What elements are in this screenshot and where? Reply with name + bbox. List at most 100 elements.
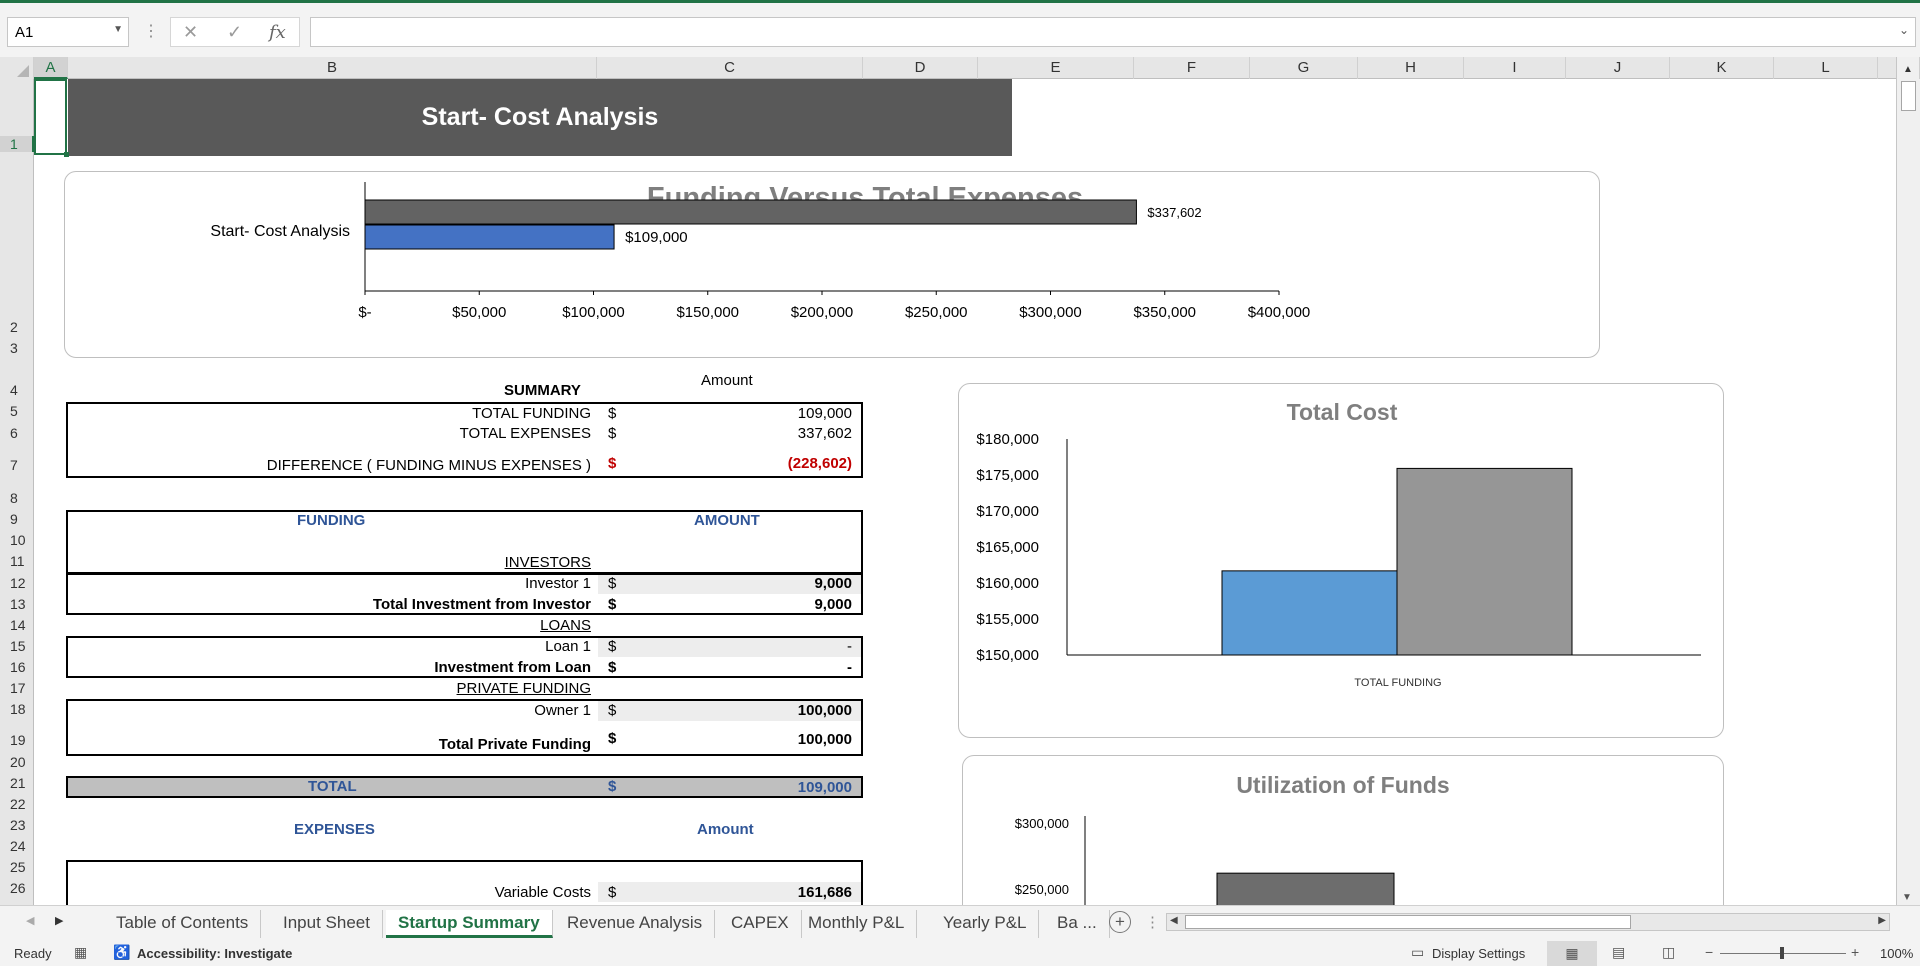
row-header[interactable]: 14 bbox=[10, 617, 26, 633]
funding-vs-expenses-chart[interactable]: Funding Versus Total Expenses Start- Cos… bbox=[64, 171, 1600, 358]
row-header[interactable]: 18 bbox=[10, 701, 26, 717]
column-header-b[interactable]: B bbox=[68, 57, 597, 79]
zoom-slider-thumb[interactable] bbox=[1780, 947, 1784, 959]
more-options-icon[interactable]: ⋮ bbox=[143, 23, 159, 40]
row-header[interactable]: 11 bbox=[10, 553, 25, 569]
column-header-i[interactable]: I bbox=[1464, 57, 1566, 79]
more-tabs-icon[interactable]: ⋮ bbox=[1145, 914, 1160, 931]
row-header[interactable]: 7 bbox=[10, 457, 18, 473]
select-all-corner[interactable] bbox=[0, 57, 34, 79]
column-header-h[interactable]: H bbox=[1358, 57, 1464, 79]
row-header[interactable]: 2 bbox=[10, 319, 18, 335]
worksheet-grid[interactable]: Start- Cost Analysis Funding Versus Tota… bbox=[34, 79, 1896, 905]
x-tick-label: $350,000 bbox=[1133, 304, 1196, 321]
row-header[interactable]: 26 bbox=[10, 880, 26, 896]
funding-heading: FUNDING bbox=[297, 512, 366, 529]
zoom-out-icon[interactable]: − bbox=[1705, 944, 1714, 960]
column-header-a[interactable]: A bbox=[34, 57, 68, 79]
row-header[interactable]: 10 bbox=[10, 532, 26, 548]
horizontal-scroll-thumb[interactable] bbox=[1185, 915, 1631, 929]
add-sheet-icon[interactable]: + bbox=[1109, 911, 1131, 933]
bar bbox=[1396, 467, 1573, 656]
zoom-in-icon[interactable]: + bbox=[1851, 944, 1860, 960]
currency-symbol: $ bbox=[608, 659, 617, 676]
variable-costs-value[interactable]: 161,686 bbox=[797, 884, 852, 901]
tab-input-sheet[interactable]: Input Sheet bbox=[271, 910, 383, 938]
accessibility-status[interactable]: Accessibility: Investigate bbox=[137, 946, 293, 961]
row-header[interactable]: 1 bbox=[0, 136, 34, 152]
horizontal-scrollbar[interactable]: ◀ ▶ bbox=[1166, 913, 1890, 931]
name-box[interactable]: A1 ▼ bbox=[7, 17, 129, 47]
total-cost-chart[interactable]: Total Cost $150,000 $155,000 $160,000 $165,… bbox=[958, 383, 1724, 738]
row-header[interactable]: 3 bbox=[10, 340, 18, 356]
tab-startup-summary[interactable]: Startup Summary bbox=[386, 910, 553, 938]
page-break-view-icon[interactable]: ◫ bbox=[1662, 944, 1676, 960]
tab-monthly-pl[interactable]: Monthly P&L bbox=[796, 910, 918, 938]
expand-formula-icon[interactable]: ⌄ bbox=[1898, 23, 1909, 37]
row-header[interactable]: 9 bbox=[10, 511, 18, 527]
scroll-tabs-left-icon[interactable]: ◀ bbox=[26, 915, 35, 927]
formula-input[interactable]: ⌄ bbox=[310, 17, 1916, 47]
scroll-tabs-right-icon[interactable]: ▶ bbox=[55, 915, 64, 927]
column-header-k[interactable]: K bbox=[1670, 57, 1774, 79]
column-header-g[interactable]: G bbox=[1250, 57, 1358, 79]
owner1-value[interactable]: 100,000 bbox=[797, 702, 852, 719]
tab-ba[interactable]: Ba ... bbox=[1045, 910, 1110, 938]
scroll-left-button[interactable]: ◀ bbox=[1170, 915, 1178, 926]
total-cost-plot: Total Cost $150,000 $155,000 $160,000 $165,… bbox=[976, 399, 1701, 689]
column-header-c[interactable]: C bbox=[597, 57, 863, 79]
total-private-label: Total Private Funding bbox=[438, 736, 591, 753]
display-settings-button[interactable]: Display Settings bbox=[1432, 946, 1526, 961]
zoom-level[interactable]: 100% bbox=[1880, 946, 1914, 961]
row-header[interactable]: 24 bbox=[10, 838, 26, 854]
row-header[interactable]: 22 bbox=[10, 796, 26, 812]
accessibility-icon[interactable]: ♿ bbox=[113, 944, 131, 960]
scroll-right-button[interactable]: ▶ bbox=[1878, 915, 1886, 926]
enter-check-icon[interactable]: ✓ bbox=[227, 22, 243, 42]
column-header-d[interactable]: D bbox=[863, 57, 978, 79]
scroll-down-button[interactable]: ▼ bbox=[1902, 892, 1912, 903]
private-funding-box bbox=[66, 699, 863, 756]
tab-table-of-contents[interactable]: Table of Contents bbox=[104, 910, 262, 938]
currency-symbol: $ bbox=[608, 884, 617, 901]
investor1-value[interactable]: 9,000 bbox=[814, 575, 852, 592]
row-header[interactable]: 5 bbox=[10, 403, 18, 419]
row-header[interactable]: 17 bbox=[10, 680, 26, 696]
display-settings-icon[interactable]: ▭ bbox=[1411, 944, 1425, 960]
column-header-e[interactable]: E bbox=[978, 57, 1134, 79]
column-header-l[interactable]: L bbox=[1774, 57, 1878, 79]
vertical-scroll-thumb[interactable] bbox=[1901, 81, 1916, 111]
row-header[interactable]: 8 bbox=[10, 490, 18, 506]
row-header[interactable]: 6 bbox=[10, 425, 18, 441]
utilization-of-funds-chart[interactable]: Utilization of Funds $250,000 $300,000 bbox=[962, 755, 1724, 905]
row-header[interactable]: 20 bbox=[10, 754, 26, 770]
chevron-down-icon[interactable]: ▼ bbox=[113, 24, 123, 35]
scroll-up-button[interactable]: ▲ bbox=[1896, 57, 1920, 79]
row-header[interactable]: 15 bbox=[10, 638, 26, 654]
macro-record-icon[interactable]: ▦ bbox=[74, 944, 88, 960]
currency-symbol: $ bbox=[608, 575, 617, 592]
row-header[interactable]: 21 bbox=[10, 775, 26, 791]
x-tick-label: $300,000 bbox=[1019, 304, 1082, 321]
summary-heading: SUMMARY bbox=[504, 382, 581, 399]
row-header[interactable]: 16 bbox=[10, 659, 26, 675]
loan1-value[interactable]: - bbox=[847, 638, 852, 655]
vertical-scrollbar[interactable]: ▼ bbox=[1896, 79, 1920, 905]
normal-view-icon[interactable]: ▦ bbox=[1547, 941, 1597, 966]
row-header[interactable]: 13 bbox=[10, 596, 26, 612]
active-cell-a1[interactable] bbox=[34, 79, 69, 157]
row-header[interactable]: 12 bbox=[10, 575, 26, 591]
column-header-j[interactable]: J bbox=[1566, 57, 1670, 79]
zoom-slider[interactable] bbox=[1720, 947, 1846, 959]
insert-function-icon[interactable]: fx bbox=[269, 22, 286, 43]
column-header-f[interactable]: F bbox=[1134, 57, 1250, 79]
tab-capex[interactable]: CAPEX bbox=[719, 910, 802, 938]
tab-revenue-analysis[interactable]: Revenue Analysis bbox=[555, 910, 716, 938]
page-layout-view-icon[interactable]: ▤ bbox=[1612, 944, 1626, 960]
tab-yearly-pl[interactable]: Yearly P&L bbox=[931, 910, 1040, 938]
row-header[interactable]: 23 bbox=[10, 817, 26, 833]
row-header[interactable]: 4 bbox=[10, 382, 18, 398]
cancel-icon[interactable]: ✕ bbox=[183, 22, 199, 42]
row-header[interactable]: 25 bbox=[10, 859, 26, 875]
row-header[interactable]: 19 bbox=[10, 732, 26, 748]
